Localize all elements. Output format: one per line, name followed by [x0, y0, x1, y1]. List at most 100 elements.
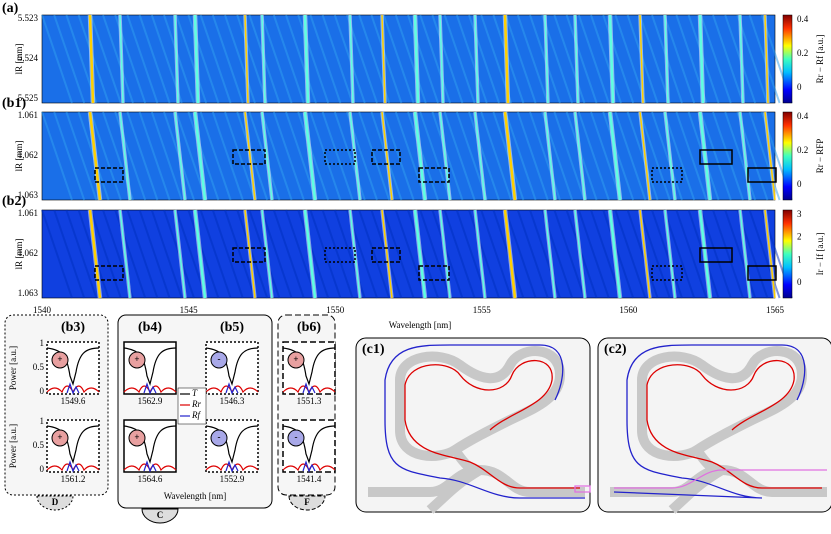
stripe	[119, 14, 124, 104]
texture	[297, 209, 330, 299]
texture	[285, 209, 317, 299]
inset-y-tick: 1	[40, 338, 45, 348]
texture	[663, 14, 696, 104]
stripe	[261, 111, 273, 201]
texture	[407, 209, 439, 299]
marker-box	[94, 167, 124, 183]
texture	[590, 209, 622, 299]
texture	[419, 111, 452, 201]
stripe	[439, 209, 451, 299]
sign: +	[293, 354, 298, 364]
stripe	[474, 14, 479, 104]
texture	[150, 209, 183, 299]
texture	[272, 111, 305, 201]
colorbar-tick-label: 0.2	[797, 145, 808, 155]
texture	[553, 209, 586, 299]
texture	[321, 14, 354, 104]
stripe	[664, 209, 676, 299]
legend-label: Rf	[191, 410, 201, 420]
sign: -	[218, 354, 221, 364]
wavelength: 1546.3	[220, 396, 245, 406]
texture	[394, 111, 427, 201]
x-tick-label: 1555	[473, 305, 492, 315]
group-letter: C	[157, 510, 164, 520]
texture	[175, 14, 208, 104]
texture	[89, 209, 122, 299]
reflection-f	[225, 460, 239, 473]
texture	[89, 14, 122, 104]
texture	[260, 209, 293, 299]
y-tick-label: 1.063	[18, 190, 39, 200]
inset-label: (b3)	[61, 320, 85, 335]
texture	[272, 14, 305, 104]
stripe	[193, 111, 207, 201]
stripe	[639, 14, 644, 104]
blue-path	[613, 344, 806, 499]
marker-box	[324, 149, 356, 165]
stripe	[474, 209, 486, 299]
y-tick-label: 1.061	[18, 208, 38, 218]
texture	[638, 14, 671, 104]
stripe	[303, 14, 310, 104]
marker-box	[651, 265, 683, 281]
texture	[675, 111, 708, 201]
colorbar-tick-label: 0	[797, 82, 802, 92]
red-path	[646, 359, 822, 489]
texture	[41, 209, 73, 299]
wavelength: 1564.6	[138, 474, 163, 484]
stripe	[474, 111, 486, 201]
inset-label: (b5)	[220, 320, 244, 335]
x-tick-label: 1565	[766, 305, 785, 315]
texture	[394, 209, 427, 299]
x-axis-label: Wavelength [nm]	[389, 320, 452, 330]
marker-box	[747, 265, 777, 281]
texture	[272, 209, 305, 299]
texture	[663, 209, 696, 299]
inset-y-tick: 0	[40, 464, 45, 474]
stripe	[193, 209, 207, 299]
texture	[199, 111, 232, 201]
texture	[138, 209, 171, 299]
stripe	[119, 111, 131, 201]
y-tick-label: 5.525	[18, 93, 39, 103]
stripe	[639, 209, 651, 299]
stripe	[303, 111, 317, 201]
reflection-f	[225, 382, 239, 395]
texture	[236, 209, 269, 299]
stripe	[261, 209, 273, 299]
stripe	[174, 209, 186, 299]
stripe	[193, 14, 200, 104]
wavelength: 1549.6	[61, 396, 86, 406]
texture	[53, 209, 86, 299]
texture	[150, 111, 183, 201]
stripe	[413, 111, 427, 201]
stripe	[574, 14, 579, 104]
stripe	[174, 111, 186, 201]
stripe	[739, 14, 744, 104]
circuit-box	[597, 337, 831, 513]
texture	[431, 111, 464, 201]
texture	[407, 14, 439, 104]
stripe	[244, 14, 249, 104]
texture	[211, 14, 244, 104]
texture	[443, 209, 476, 299]
texture	[382, 111, 415, 201]
stripe	[503, 111, 517, 201]
sign-circle	[287, 351, 305, 369]
sign-circle	[210, 351, 228, 369]
colorbar-tick-label: 0.4	[797, 14, 809, 24]
inset-label: (b4)	[138, 320, 162, 335]
texture	[285, 111, 317, 201]
texture	[699, 111, 732, 201]
legend-label: Rr	[191, 399, 201, 409]
y-tick-label: 1.061	[18, 110, 38, 120]
y-tick-label: 1.062	[18, 150, 38, 160]
group-tab	[141, 508, 179, 524]
texture	[199, 14, 232, 104]
inset-y-tick: 0.5	[33, 362, 45, 372]
colorbar	[782, 111, 793, 201]
marker-box	[699, 247, 733, 263]
stripe	[739, 209, 751, 299]
texture	[211, 111, 244, 201]
stripe	[739, 111, 751, 201]
